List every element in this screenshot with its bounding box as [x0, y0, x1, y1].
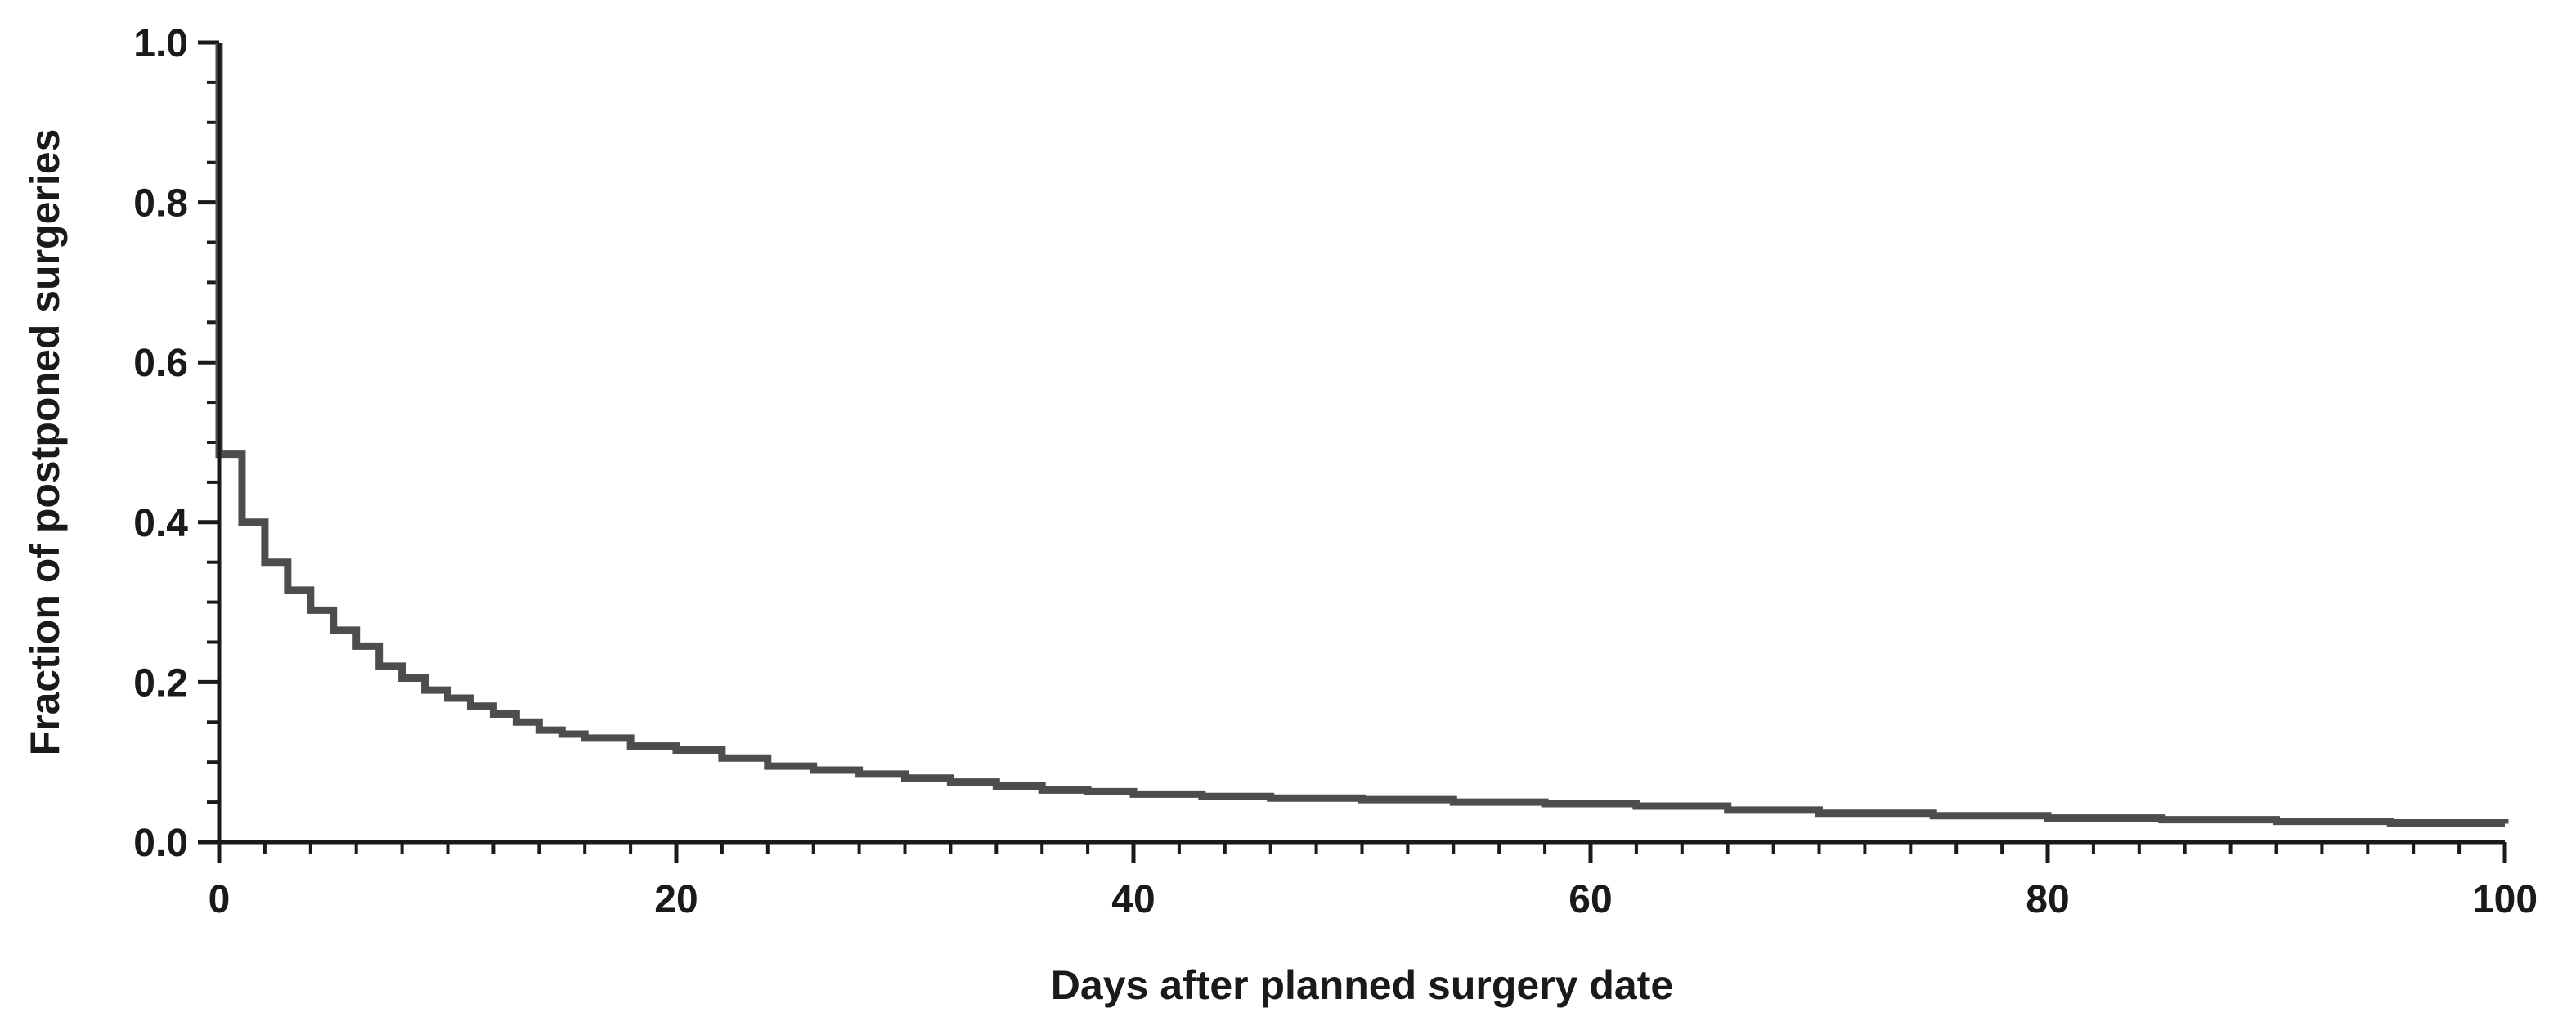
y-tick-label: 1.0 — [133, 22, 188, 65]
y-tick-label: 0.8 — [133, 182, 188, 226]
y-axis-title: Fraction of postponed surgeries — [22, 129, 68, 756]
x-tick-label: 100 — [2472, 878, 2538, 921]
plot-series — [215, 43, 2509, 827]
y-tick-label: 0.2 — [133, 661, 188, 705]
y-tick-label: 0.4 — [133, 502, 188, 545]
series-line — [215, 43, 2509, 827]
y-tick-label: 0.0 — [133, 822, 188, 865]
x-tick-label: 20 — [654, 878, 698, 921]
y-axis-ticks: 0.0 0.2 0.4 0.6 0.8 1.0 — [133, 22, 219, 865]
x-axis-ticks: 0 20 40 60 80 100 — [209, 842, 2538, 921]
x-tick-label: 40 — [1111, 878, 1155, 921]
x-axis-title: Days after planned surgery date — [1051, 962, 1673, 1008]
x-tick-label: 60 — [1568, 878, 1612, 921]
x-tick-label: 0 — [209, 878, 231, 921]
y-tick-label: 0.6 — [133, 342, 188, 385]
x-tick-label: 80 — [2026, 878, 2069, 921]
